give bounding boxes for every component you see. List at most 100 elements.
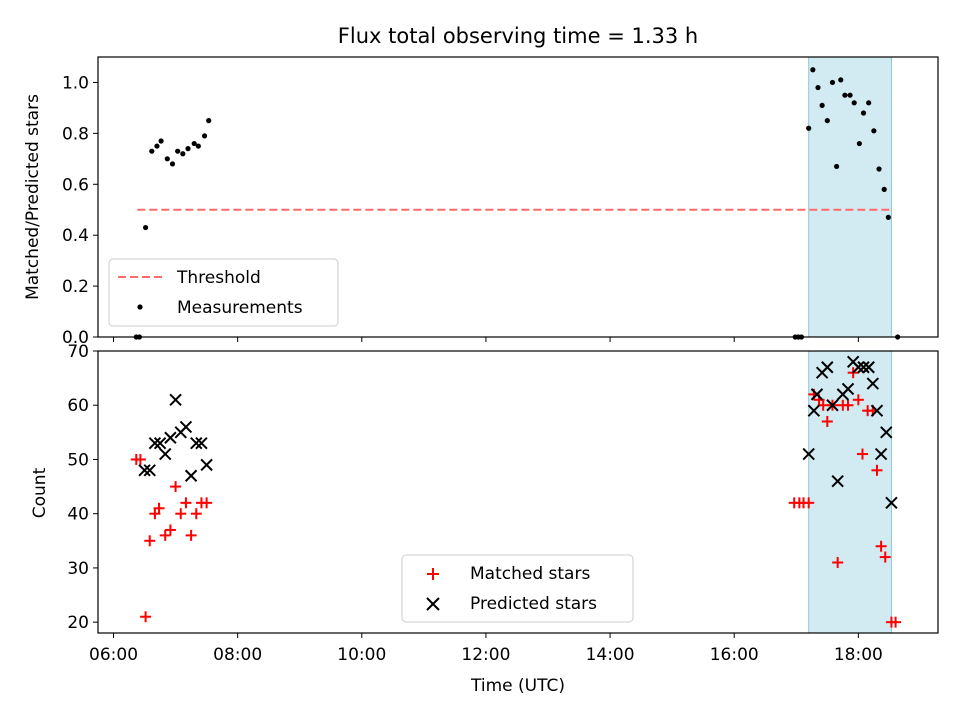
predicted-star-point	[153, 436, 167, 450]
matched-star-point	[159, 529, 171, 541]
measurement-point	[806, 125, 812, 131]
bottom-axes-frame	[97, 350, 939, 634]
y-tick-label: 0.0	[62, 328, 89, 348]
predicted-star-marker-b	[802, 447, 815, 461]
predicted-star-marker-b	[143, 464, 156, 477]
measurement-point	[185, 146, 191, 152]
measurement-point	[834, 163, 840, 170]
predicted-star-marker-b	[807, 404, 821, 417]
predicted-star-point	[831, 474, 844, 488]
matched-star-point	[890, 616, 902, 628]
measurement-point	[866, 100, 872, 106]
predicted-star-marker-b	[880, 426, 893, 439]
matched-star-point	[180, 497, 192, 509]
measurement-point	[856, 140, 862, 147]
predicted-star-point	[138, 464, 151, 477]
measurement-point	[847, 92, 853, 98]
measurement-point	[829, 79, 836, 86]
predicted-legend-marker	[426, 597, 440, 611]
predicted-star-marker-b	[821, 361, 834, 374]
y-tick-label: 0.2	[62, 277, 89, 297]
top-panel: 0.0 0.2 0.4 0.6 0.8 1.0 Matched/Predicted sta…	[23, 56, 939, 348]
matched-star-point	[871, 464, 883, 476]
y-tick-label: 0.6	[62, 175, 89, 195]
predicted-star-point	[826, 399, 839, 412]
predicted-star-point	[179, 420, 193, 434]
top-legend: Threshold Measurements	[108, 258, 339, 327]
measurement-point	[195, 143, 201, 149]
y-tick-label: 30	[67, 559, 89, 579]
predicted-legend-label: Predicted stars	[470, 594, 597, 614]
predicted-star-marker-b	[810, 388, 824, 401]
measurement-point	[881, 186, 887, 192]
measurement-point	[815, 84, 821, 91]
bottom-plot-area	[130, 350, 902, 634]
predicted-star-marker-b	[169, 393, 182, 407]
matched-star-point	[190, 508, 202, 520]
measurement-point	[860, 110, 867, 116]
predicted-star-marker-b	[831, 474, 844, 488]
predicted-star-point	[870, 404, 884, 417]
predicted-star-point	[184, 469, 198, 482]
predicted-star-marker-b	[852, 361, 865, 374]
matched-star-point	[164, 524, 176, 536]
matched-star-point	[185, 529, 197, 541]
y-tick-label: 70	[67, 342, 89, 362]
predicted-star-point	[821, 361, 834, 374]
predicted-star-point	[866, 377, 880, 390]
chart-title: Flux total observing time = 1.33 h	[338, 24, 698, 48]
predicted-star-marker-b	[874, 447, 888, 461]
measurement-point	[810, 67, 816, 73]
predicted-star-point	[169, 393, 182, 407]
matched-star-point	[201, 497, 213, 509]
top-y-axis-label: Matched/Predicted stars	[23, 94, 43, 300]
matched-star-point	[821, 416, 833, 427]
x-tick-label: 14:00	[586, 645, 635, 665]
y-tick-label: 0.8	[62, 124, 89, 144]
predicted-star-marker-b	[153, 436, 167, 450]
x-tick-label: 06:00	[89, 645, 138, 665]
predicted-star-marker-b	[159, 447, 172, 461]
measurement-point	[824, 118, 830, 124]
predicted-star-point	[159, 447, 172, 461]
predicted-star-point	[164, 431, 177, 444]
bottom-legend-box	[401, 554, 634, 623]
predicted-star-marker-b	[164, 431, 177, 444]
measurement-point	[871, 128, 877, 134]
matched-star-point	[875, 540, 887, 552]
predicted-star-point	[802, 447, 815, 461]
measurement-point	[206, 118, 212, 124]
predicted-star-point	[862, 361, 875, 374]
x-tick-label: 18:00	[834, 645, 883, 665]
predicted-star-point	[807, 404, 821, 417]
top-y-axis: 0.0 0.2 0.4 0.6 0.8 1.0	[62, 73, 98, 348]
predicted-star-marker-b	[857, 361, 870, 374]
bottom-legend: Matched stars Predicted stars	[401, 554, 634, 623]
matched-star-point	[852, 394, 864, 406]
top-plot-area	[133, 56, 901, 340]
matched-star-point	[842, 399, 854, 411]
predicted-star-point	[874, 447, 888, 461]
matched-star-point	[856, 448, 868, 460]
y-tick-label: 1.0	[62, 73, 89, 93]
y-tick-label: 0.4	[62, 226, 89, 246]
y-tick-label: 40	[67, 505, 89, 525]
top-axes-frame	[97, 56, 939, 338]
predicted-star-marker-b	[195, 436, 208, 450]
predicted-star-marker-b	[200, 458, 213, 472]
matched-star-point	[134, 453, 146, 465]
predicted-star-marker-b	[826, 399, 839, 412]
y-tick-label: 60	[67, 396, 89, 416]
threshold-legend-label: Threshold	[176, 268, 261, 288]
x-axis-label: Time (UTC)	[470, 676, 565, 696]
measurement-point	[149, 148, 155, 154]
predicted-star-point	[200, 458, 213, 472]
x-tick-label: 12:00	[461, 645, 510, 665]
predicted-star-point	[885, 496, 898, 510]
matched-star-point	[140, 611, 152, 623]
predicted-star-point	[841, 382, 855, 396]
measurement-point	[175, 148, 181, 154]
predicted-star-marker-b	[184, 469, 198, 482]
predicted-star-marker-b	[870, 404, 884, 417]
matched-star-point	[817, 399, 829, 411]
